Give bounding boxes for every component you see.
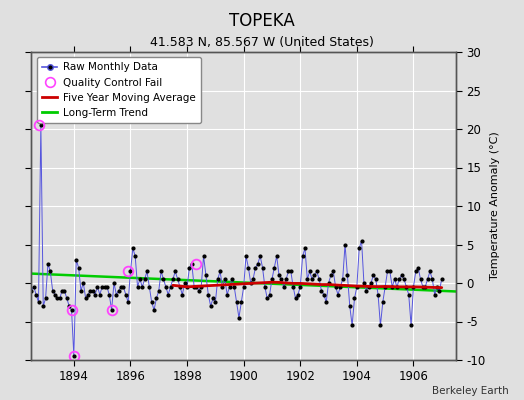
Y-axis label: Temperature Anomaly (°C): Temperature Anomaly (°C)	[490, 132, 500, 280]
Text: Berkeley Earth: Berkeley Earth	[432, 386, 508, 396]
Legend: Raw Monthly Data, Quality Control Fail, Five Year Moving Average, Long-Term Tren: Raw Monthly Data, Quality Control Fail, …	[37, 57, 201, 123]
Text: TOPEKA: TOPEKA	[229, 12, 295, 30]
Text: 41.583 N, 85.567 W (United States): 41.583 N, 85.567 W (United States)	[150, 36, 374, 49]
